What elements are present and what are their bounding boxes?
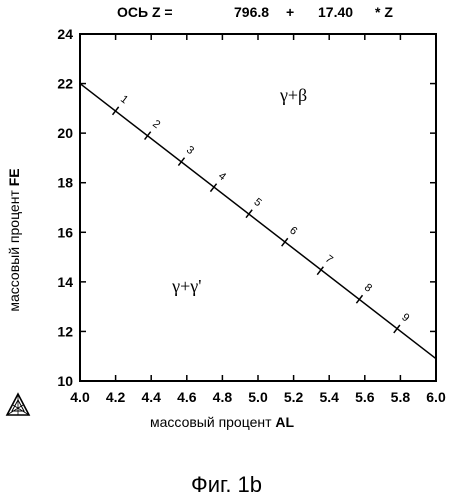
- y-tick-label-3: 16: [57, 224, 73, 240]
- x-tick-label-5: 5.0: [248, 389, 268, 405]
- y-axis-label: массовый процент FE: [2, 140, 26, 340]
- x-tick-label-8: 5.6: [355, 389, 375, 405]
- y-tick-label-0: 10: [57, 373, 73, 389]
- x-axis-label: массовый процент AL: [150, 414, 430, 430]
- marker-label-4: 5: [252, 196, 264, 209]
- y-tick-label-5: 20: [57, 125, 73, 141]
- ternary-triangle-icon: [5, 392, 31, 418]
- region-label-0: γ+β: [279, 85, 307, 105]
- phase-boundary-line-0: [80, 84, 436, 359]
- x-axis-label-text: массовый процент: [150, 414, 272, 430]
- y-tick-label-2: 14: [57, 274, 73, 290]
- x-tick-label-10: 6.0: [426, 389, 446, 405]
- x-tick-label-2: 4.4: [141, 389, 161, 405]
- x-tick-label-4: 4.8: [213, 389, 233, 405]
- y-tick-label-1: 12: [57, 323, 73, 339]
- marker-label-8: 9: [399, 311, 411, 324]
- y-axis-label-element: FE: [6, 168, 22, 186]
- y-tick-label-7: 24: [57, 26, 73, 42]
- marker-label-6: 7: [323, 253, 335, 266]
- x-axis-label-element: AL: [275, 414, 294, 430]
- figure-caption: Фиг. 1b: [0, 472, 453, 498]
- marker-label-3: 4: [216, 170, 228, 183]
- marker-label-7: 8: [362, 282, 374, 295]
- marker-label-5: 6: [287, 225, 299, 238]
- x-tick-label-9: 5.8: [391, 389, 411, 405]
- x-tick-label-0: 4.0: [70, 389, 90, 405]
- region-label-1: γ+γ': [171, 276, 201, 296]
- y-axis-label-text: массовый процент: [6, 190, 22, 312]
- y-tick-label-4: 18: [57, 175, 73, 191]
- x-tick-label-1: 4.2: [106, 389, 126, 405]
- marker-label-1: 2: [150, 118, 162, 131]
- marker-label-0: 1: [118, 93, 130, 106]
- marker-label-2: 3: [184, 144, 196, 157]
- plot-frame: [80, 34, 436, 381]
- x-tick-label-3: 4.6: [177, 389, 197, 405]
- phase-diagram-chart: 4.04.24.44.64.85.05.25.45.65.86.01012141…: [0, 0, 453, 420]
- y-tick-label-6: 22: [57, 76, 73, 92]
- x-tick-label-7: 5.4: [319, 389, 339, 405]
- x-tick-label-6: 5.2: [284, 389, 304, 405]
